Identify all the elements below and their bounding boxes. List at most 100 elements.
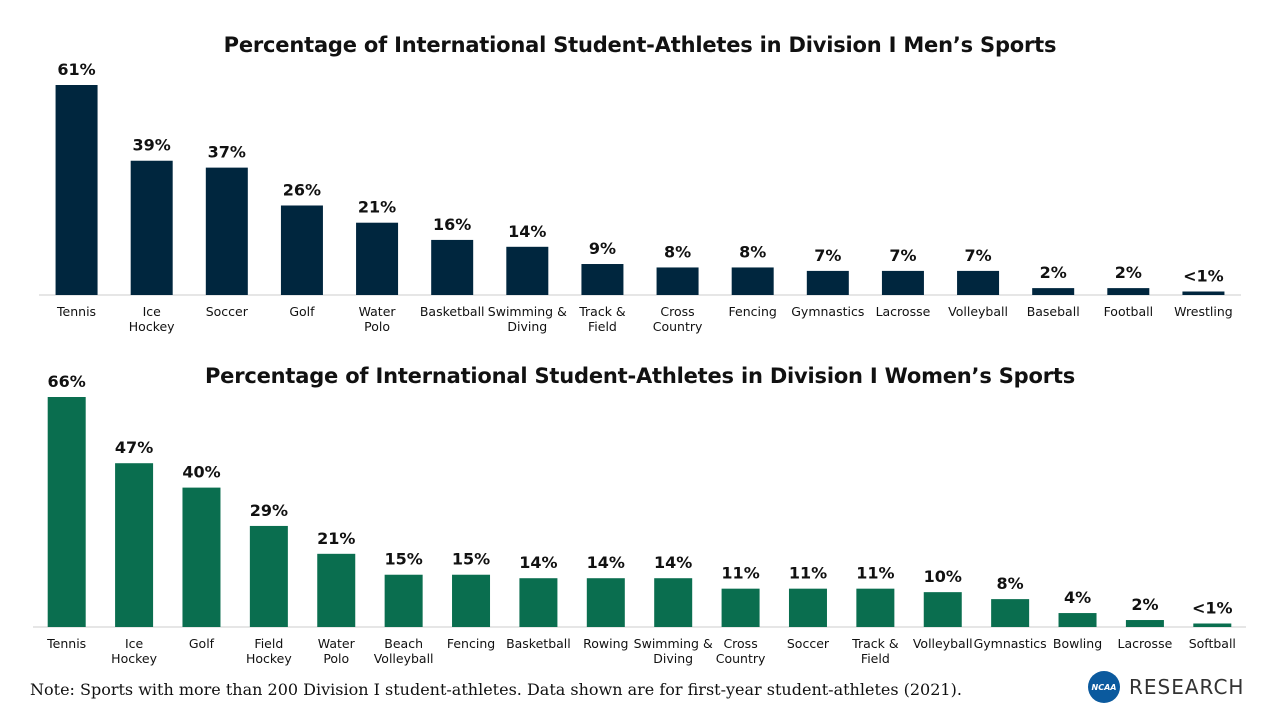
women-tick-label: Gymnastics <box>974 636 1047 651</box>
women-bar <box>115 463 154 627</box>
men-tick-label: Baseball <box>1027 304 1080 319</box>
men-bar <box>656 267 699 295</box>
women-tick-label: Golf <box>189 636 215 651</box>
women-bar <box>1193 623 1232 627</box>
women-data-label: 14% <box>587 553 625 572</box>
women-data-label: 66% <box>48 372 86 391</box>
women-data-label: 47% <box>115 438 153 457</box>
men-data-label: 7% <box>814 246 841 265</box>
women-bar <box>654 578 693 627</box>
women-tick-label: Swimming & Diving <box>634 636 713 666</box>
men-tick-label: Track & Field <box>578 304 626 334</box>
women-tick-label: Tennis <box>46 636 86 651</box>
men-data-label: 2% <box>1040 263 1067 282</box>
men-bar <box>280 205 323 295</box>
men-bar <box>1032 288 1075 295</box>
women-data-label: 40% <box>182 463 220 482</box>
women-tick-label: Rowing <box>583 636 628 651</box>
women-bar <box>452 574 491 627</box>
men-data-label: 61% <box>57 60 95 79</box>
men-tick-label: Fencing <box>729 304 777 319</box>
women-tick-label: Lacrosse <box>1118 636 1173 651</box>
women-tick-label: Water Polo <box>318 636 356 666</box>
women-data-label: 11% <box>856 564 894 583</box>
men-tick-label: Gymnastics <box>791 304 864 319</box>
men-bar <box>431 239 474 295</box>
ncaa-logo-icon: NCAA <box>1088 671 1120 703</box>
women-bar <box>384 574 423 627</box>
women-tick-label: Cross Country <box>716 636 766 666</box>
men-data-label: 2% <box>1115 263 1142 282</box>
men-data-label: 26% <box>283 180 321 199</box>
men-chart-title: Percentage of International Student-Athl… <box>223 33 1057 57</box>
men-bar <box>957 270 1000 295</box>
men-data-label: 8% <box>739 242 766 261</box>
men-data-label: 37% <box>208 143 246 162</box>
women-data-label: 29% <box>250 501 288 520</box>
men-tick-label: Basketball <box>420 304 485 319</box>
women-data-label: 15% <box>384 550 422 569</box>
women-tick-label: Fencing <box>447 636 495 651</box>
men-tick-label: Golf <box>289 304 315 319</box>
women-tick-label: Beach Volleyball <box>374 636 434 666</box>
men-tick-label: Tennis <box>56 304 96 319</box>
men-data-label: 21% <box>358 198 396 217</box>
women-bar <box>856 588 895 627</box>
men-bar-chart: 61% Tennis 39% Ice Hockey 37% Soccer 26% Golf 21%… <box>39 60 1241 334</box>
men-bar <box>806 270 849 295</box>
women-bar <box>1125 620 1164 627</box>
women-bar-chart: 66% Tennis 47% Ice Hockey 40% Golf 29% Field Hock… <box>33 372 1246 666</box>
women-data-label: 14% <box>519 553 557 572</box>
men-data-label: 9% <box>589 239 616 258</box>
women-data-label: 11% <box>789 564 827 583</box>
women-bar <box>788 588 827 627</box>
women-tick-label: Softball <box>1189 636 1236 651</box>
men-bar <box>506 246 549 295</box>
women-data-label: 14% <box>654 553 692 572</box>
women-bar <box>317 553 356 627</box>
women-data-label: 8% <box>997 574 1024 593</box>
women-bar <box>249 525 288 627</box>
women-bar <box>923 592 962 627</box>
ncaa-research-logo: NCAA RESEARCH <box>1088 671 1244 703</box>
women-data-label: 2% <box>1131 595 1158 614</box>
men-data-label: 7% <box>964 246 991 265</box>
women-chart-title: Percentage of International Student-Athl… <box>204 364 1076 388</box>
men-tick-label: Football <box>1104 304 1153 319</box>
women-bar <box>586 578 625 627</box>
women-data-label: 10% <box>924 567 962 586</box>
men-bar <box>130 160 173 295</box>
women-bar <box>1058 613 1097 627</box>
men-bar <box>1107 288 1150 295</box>
men-bar <box>581 264 624 295</box>
women-bar <box>47 397 86 627</box>
women-data-label: <1% <box>1192 599 1233 618</box>
women-tick-label: Basketball <box>506 636 571 651</box>
men-data-label: 39% <box>133 136 171 155</box>
women-data-label: 15% <box>452 550 490 569</box>
women-bar <box>721 588 760 627</box>
women-bar <box>182 487 221 627</box>
men-data-label: <1% <box>1183 267 1224 286</box>
women-bar <box>519 578 558 627</box>
men-bar <box>356 222 399 295</box>
women-tick-label: Field Hockey <box>246 636 292 666</box>
men-bar <box>205 167 248 295</box>
men-data-label: 16% <box>433 215 471 234</box>
women-data-label: 4% <box>1064 588 1091 607</box>
men-data-label: 14% <box>508 222 546 241</box>
men-tick-label: Swimming & Diving <box>488 304 567 334</box>
men-data-label: 7% <box>889 246 916 265</box>
men-bar <box>55 85 98 295</box>
men-tick-label: Ice Hockey <box>129 304 175 334</box>
men-tick-label: Wrestling <box>1174 304 1233 319</box>
women-data-label: 21% <box>317 529 355 548</box>
logo-text: RESEARCH <box>1129 675 1245 699</box>
women-tick-label: Volleyball <box>913 636 973 651</box>
men-bar <box>731 267 774 295</box>
women-tick-label: Ice Hockey <box>111 636 157 666</box>
men-data-label: 8% <box>664 242 691 261</box>
women-tick-label: Track & Field <box>851 636 899 666</box>
footnote: Note: Sports with more than 200 Division… <box>30 680 962 699</box>
men-tick-label: Volleyball <box>948 304 1008 319</box>
